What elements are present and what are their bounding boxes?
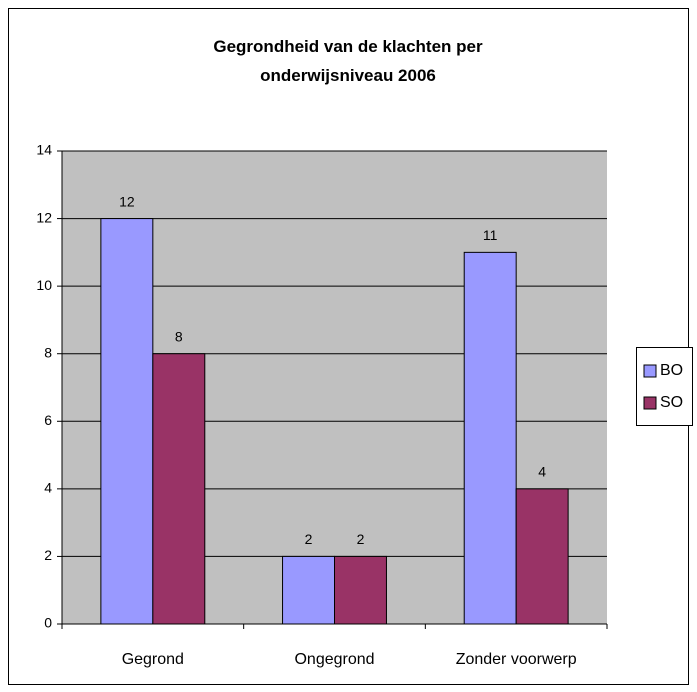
bar [334,555,387,625]
value-label: 2 [357,531,365,547]
y-tick-label: 12 [36,209,52,225]
x-tick-label: Ongegrond [294,651,374,668]
value-label: 12 [119,193,135,209]
legend-label: BO [660,362,683,379]
x-tick-label: Zonder voorwerp [456,651,577,668]
y-tick-label: 8 [44,344,52,360]
y-tick-label: 10 [36,277,52,293]
bar [515,488,569,625]
value-label: 8 [175,328,183,344]
bar [152,353,206,625]
y-tick-label: 6 [44,412,52,428]
chart-title: Gegrondheid van de klachten per onderwij… [213,37,483,85]
legend-box [636,347,693,426]
bar [282,555,335,625]
y-tick-label: 4 [44,480,52,496]
legend-label: SO [660,394,683,411]
y-tick-label: 2 [44,547,52,563]
x-tick-label: Gegrond [122,651,184,668]
legend-swatch [643,396,657,410]
value-label: 4 [538,464,546,480]
bar [100,218,154,625]
value-label: 11 [483,227,498,243]
y-tick-label: 14 [36,142,52,158]
y-tick-label: 0 [44,615,52,631]
bar [463,251,517,625]
value-label: 2 [305,531,313,547]
legend-swatch [643,364,657,378]
